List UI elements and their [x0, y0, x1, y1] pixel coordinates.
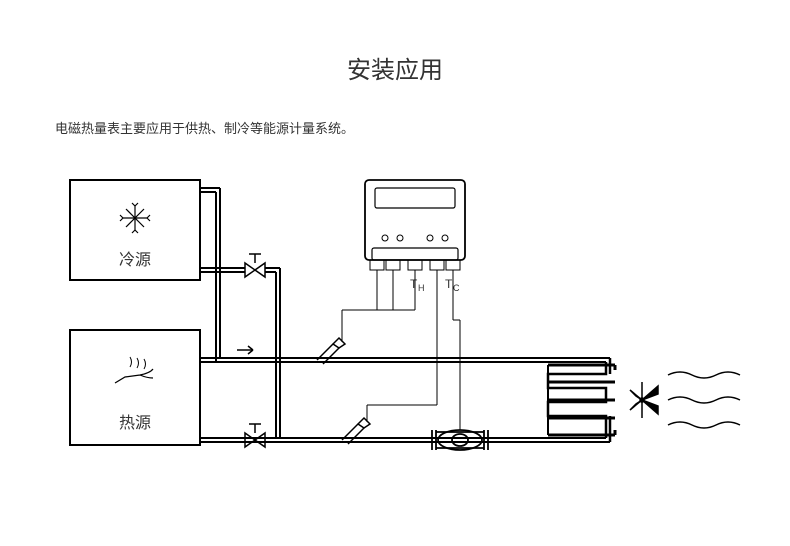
heat-source-label: 热源 — [119, 414, 151, 432]
flow-arrow-icon — [237, 346, 253, 354]
cold-bottom-branch — [200, 268, 245, 272]
flow-meter — [432, 430, 488, 450]
cold-source-label: 冷源 — [119, 251, 151, 269]
supply-pipe — [200, 358, 610, 362]
tc-label: T — [445, 277, 453, 291]
th-sub: H — [418, 283, 425, 293]
sensor-hot — [317, 338, 345, 364]
fan-icon — [630, 382, 658, 418]
valve-cold — [245, 254, 265, 277]
signal-wires — [342, 270, 460, 430]
sensor-cold — [342, 418, 370, 444]
th-label: T — [410, 277, 418, 291]
heat-icon — [115, 357, 153, 383]
return-pipe — [200, 438, 610, 442]
display-meter-box — [365, 180, 465, 270]
valve-hot — [245, 424, 265, 447]
tc-sub: C — [453, 283, 460, 293]
page-subtitle: 电磁热量表主要应用于供热、制冷等能源计量系统。 — [55, 118, 354, 137]
page-title: 安装应用 — [0, 50, 790, 85]
snowflake-icon — [120, 203, 150, 233]
airflow-lines — [668, 372, 740, 428]
cold-top-branch — [200, 188, 220, 362]
installation-diagram: 冷源 热源 — [50, 160, 750, 520]
